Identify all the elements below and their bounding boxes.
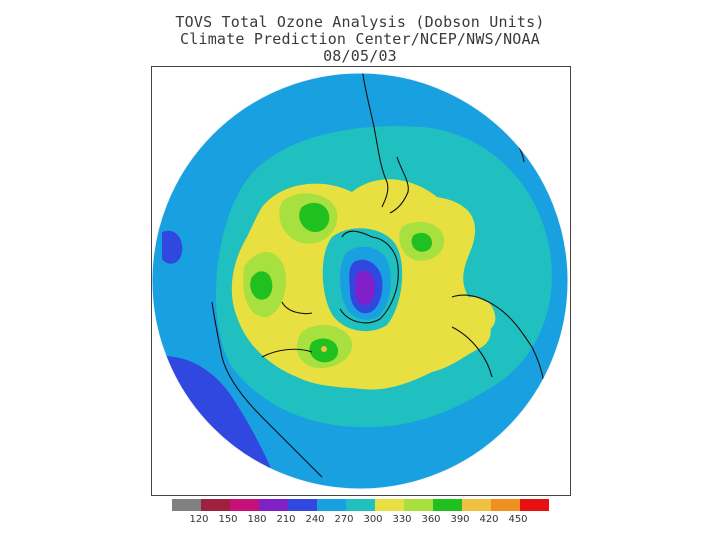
legend-swatch <box>375 499 404 511</box>
legend-swatch <box>433 499 462 511</box>
legend-swatch <box>520 499 549 511</box>
ozone-band-420 <box>321 346 327 352</box>
legend-swatch <box>259 499 288 511</box>
map-frame <box>151 66 571 496</box>
legend-tick-label: 240 <box>305 514 325 525</box>
legend-tick-label: 300 <box>363 514 383 525</box>
legend-tick-label: 120 <box>189 514 209 525</box>
legend-tick-label: 360 <box>421 514 441 525</box>
legend-swatch <box>172 499 201 511</box>
title-date: 08/05/03 <box>323 47 397 65</box>
legend-tick-label: 210 <box>276 514 296 525</box>
legend-swatch <box>201 499 230 511</box>
legend-swatch <box>288 499 317 511</box>
title-line-2: Climate Prediction Center/NCEP/NWS/NOAA <box>180 30 540 48</box>
legend-swatch <box>404 499 433 511</box>
ozone-band-390-d <box>411 232 432 252</box>
legend-swatch <box>317 499 346 511</box>
legend-tick-label: 270 <box>334 514 354 525</box>
legend-tick-label: 180 <box>247 514 267 525</box>
ozone-band-330-lobe <box>454 296 496 335</box>
ozone-map <box>152 72 569 490</box>
ozone-band-390-b <box>250 271 273 300</box>
ozone-low-240-west <box>162 230 183 264</box>
legend-swatch <box>462 499 491 511</box>
color-legend-bar <box>172 499 549 511</box>
legend-tick-label: 330 <box>392 514 412 525</box>
legend-tick-label: 450 <box>508 514 528 525</box>
legend-tick-label: 150 <box>218 514 238 525</box>
legend-swatch <box>346 499 375 511</box>
map-disk-outline <box>152 72 569 490</box>
color-legend-ticks: 120 150 180 210 240 270 300 330 360 390 420 450 <box>172 514 552 526</box>
title-line-1: TOVS Total Ozone Analysis (Dobson Units) <box>175 13 545 31</box>
legend-swatch <box>491 499 520 511</box>
ozone-band-390-a <box>299 202 330 233</box>
legend-swatch <box>230 499 259 511</box>
legend-tick-label: 390 <box>450 514 470 525</box>
ozone-low-210 <box>355 270 376 306</box>
legend-tick-label: 420 <box>479 514 499 525</box>
